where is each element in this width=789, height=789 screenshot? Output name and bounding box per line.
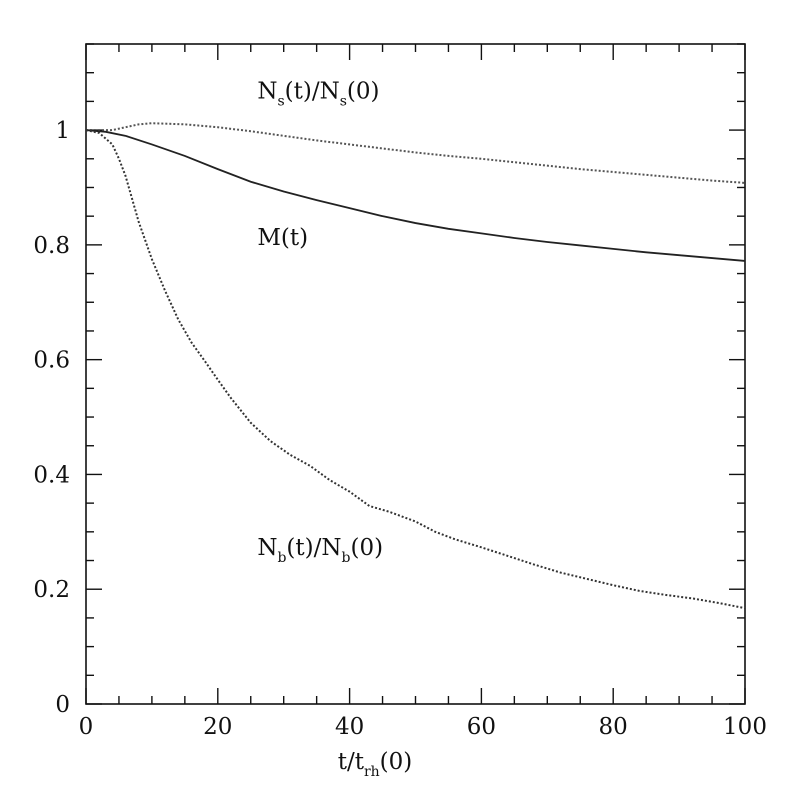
y-tick-label: 1 (55, 118, 70, 144)
plot-frame (85, 43, 746, 705)
tick-labels: 0 20 40 60 80 100 0 0.2 0.4 0.6 0.8 1 (33, 118, 767, 740)
y-tick-label: 0.6 (33, 348, 70, 374)
x-tick-label: 0 (79, 714, 94, 740)
x-tick-label: 100 (723, 714, 767, 740)
series-line-3 (85, 129, 746, 610)
curve-labels: Ns(t)/Ns(0) M(t) Nb(t)/Nb(0) (257, 79, 383, 566)
x-tick-label: 60 (467, 714, 496, 740)
y-tick-label: 0.4 (33, 462, 70, 488)
y-tick-label: 0.2 (33, 577, 70, 603)
x-axis-title: t/trh(0) (338, 749, 413, 780)
x-tick-label: 80 (599, 714, 628, 740)
x-tick-label: 40 (335, 714, 364, 740)
curves (85, 122, 746, 610)
y-tick-label: 0.8 (33, 233, 70, 259)
ticks (85, 43, 746, 705)
series-line-2 (85, 129, 746, 262)
series-label-2: M(t) (257, 225, 308, 251)
x-tick-label: 20 (203, 714, 232, 740)
y-tick-label: 0 (55, 692, 70, 718)
series-label-1: Ns(t)/Ns(0) (257, 79, 379, 110)
series-line-1 (86, 122, 746, 184)
series-label-3: Nb(t)/Nb(0) (257, 535, 383, 566)
